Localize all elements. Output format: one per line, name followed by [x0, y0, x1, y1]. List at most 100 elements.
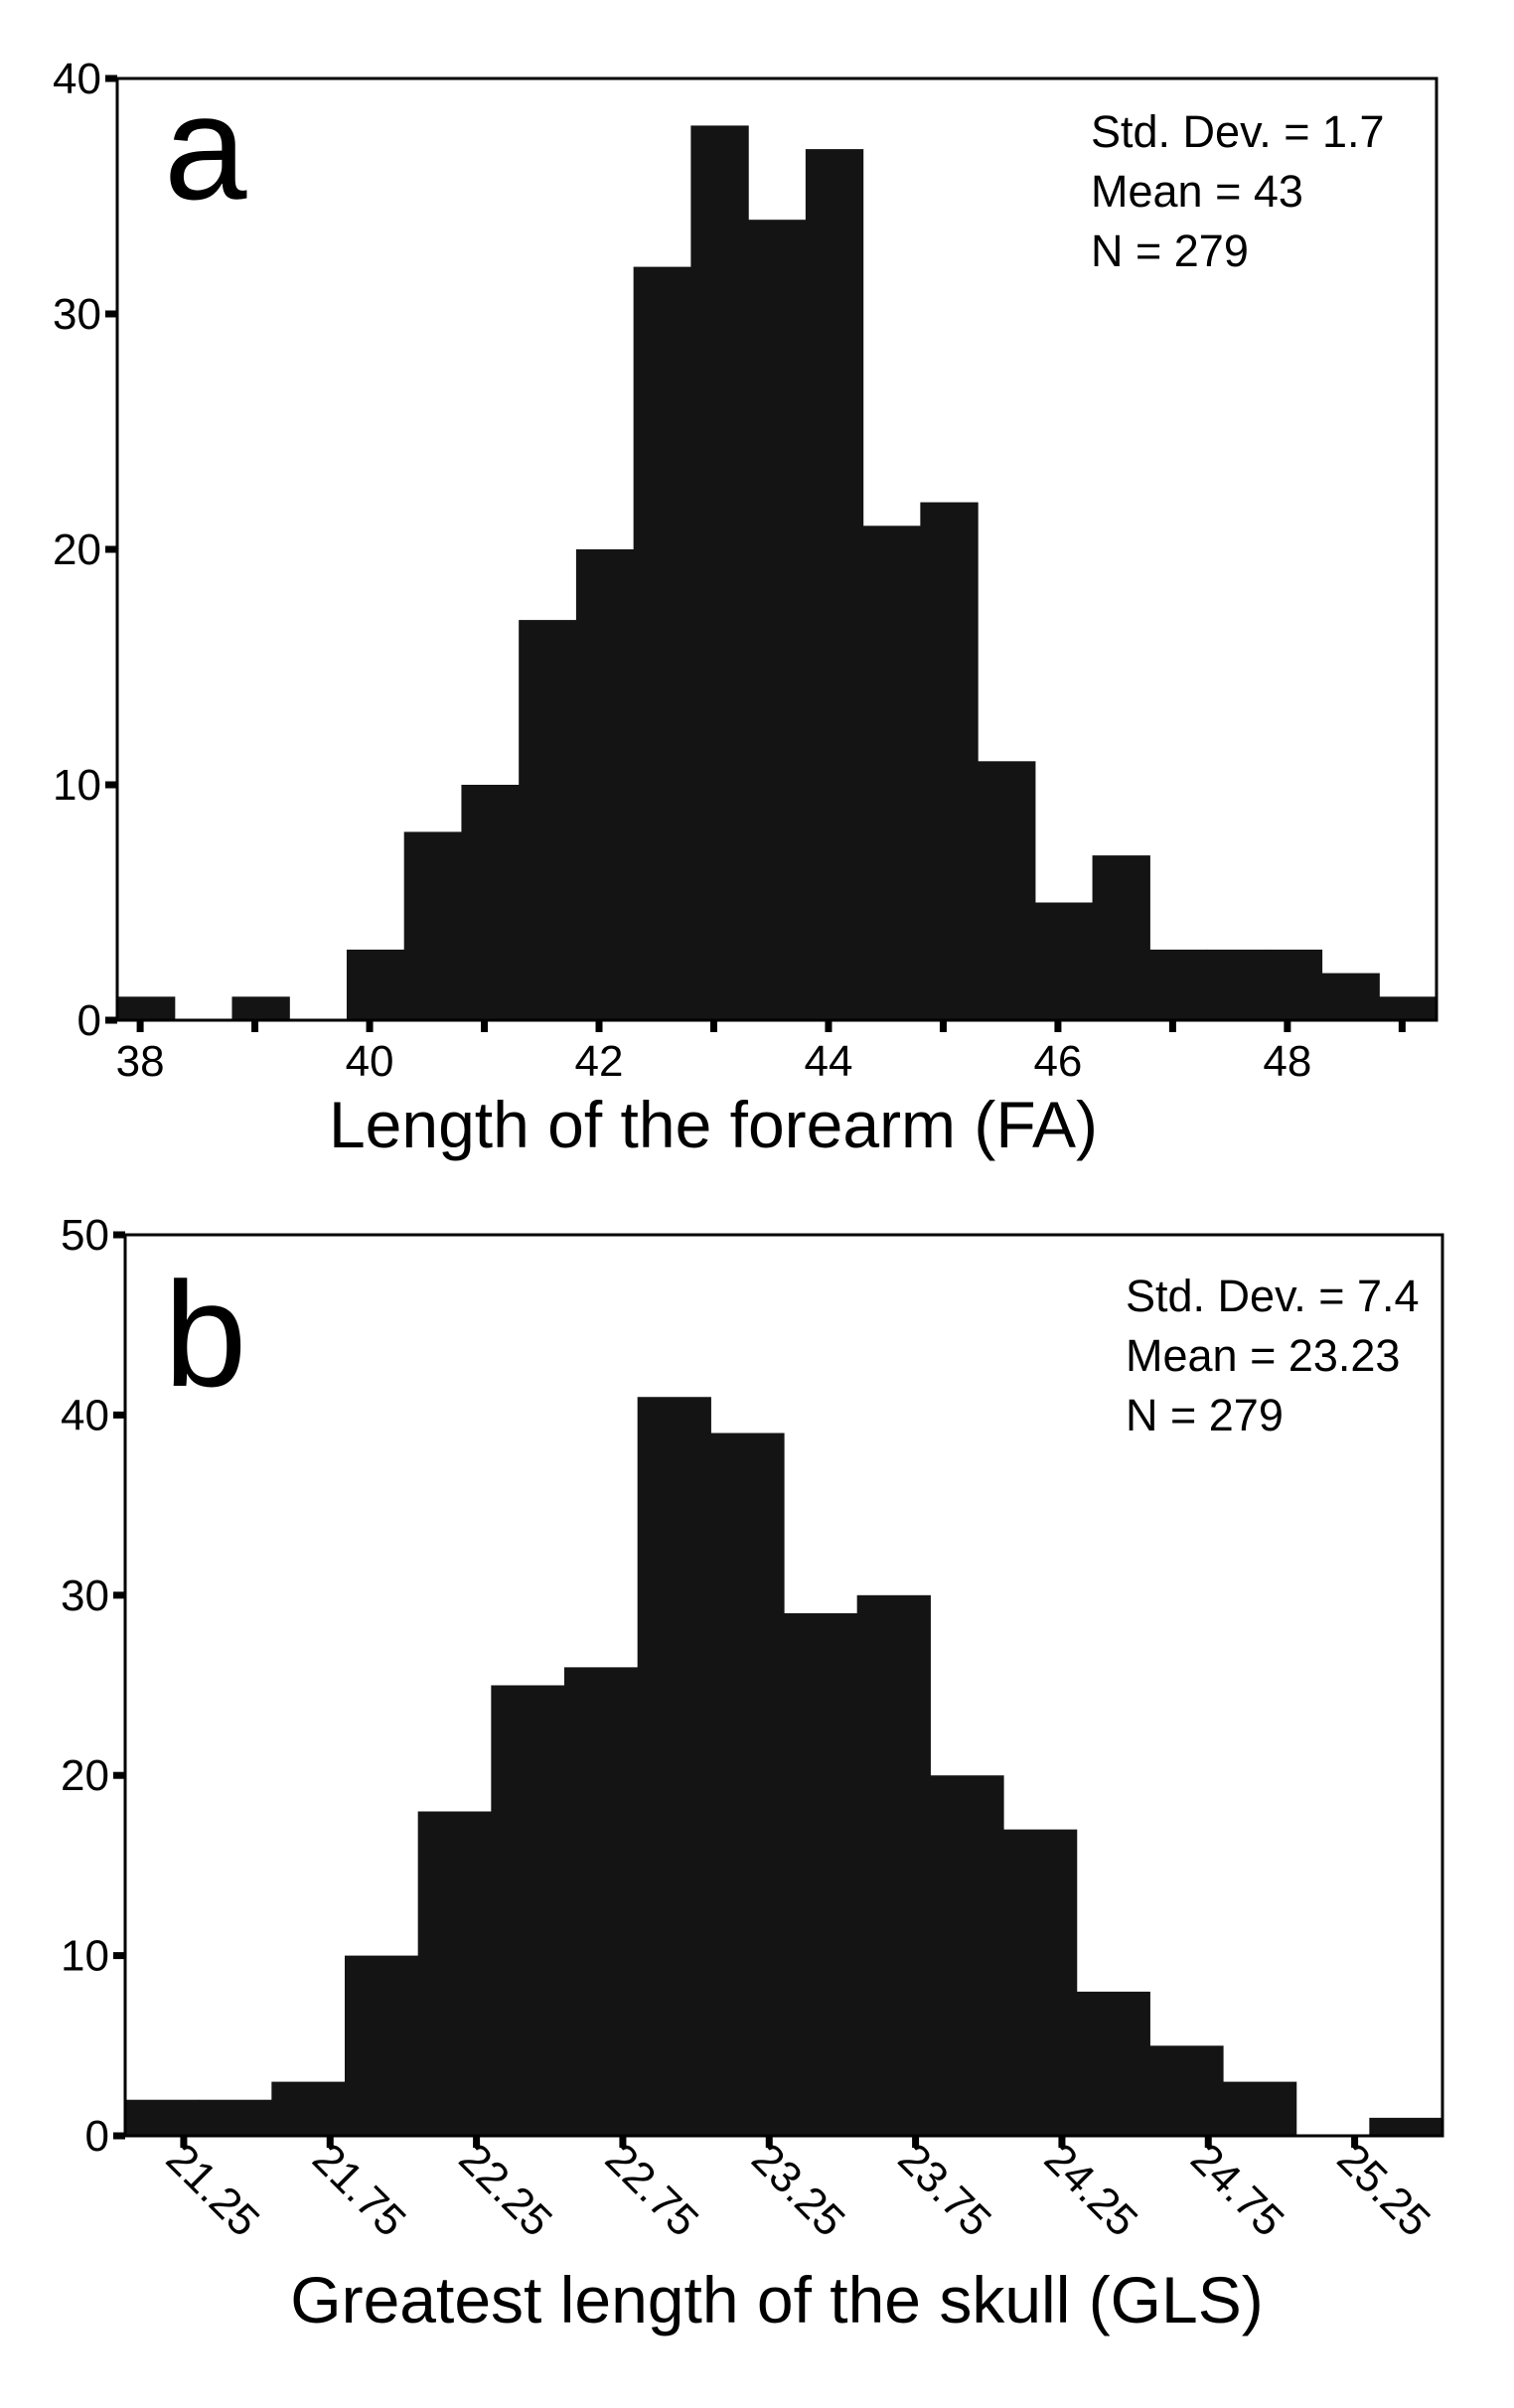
x-axis-title: Length of the forearm (FA)	[329, 1088, 1098, 1161]
x-tick-label: 22.75	[596, 2134, 708, 2246]
bars	[117, 125, 1438, 1021]
x-minor-tick	[251, 1020, 259, 1032]
x-tick	[473, 2136, 481, 2148]
histogram-bar	[346, 949, 405, 1020]
x-tick-label: 21.25	[157, 2134, 269, 2246]
histogram-bar	[856, 1594, 931, 2136]
histogram-bar	[1149, 949, 1208, 1020]
stats-annotation: Std. Dev. = 1.7	[1091, 106, 1385, 157]
x-tick-label: 25.25	[1328, 2134, 1440, 2246]
forearm-length-histogram: 0 10 20 30 40 38 40 42 44 46 48 Length of the forea…	[53, 55, 1438, 1161]
y-tick	[105, 75, 117, 82]
x-tick	[326, 2136, 334, 2148]
histogram-bar	[1264, 949, 1323, 1020]
y-tick-label: 30	[53, 290, 101, 339]
x-tick	[1054, 1020, 1062, 1032]
stats-annotation: N = 279	[1126, 1390, 1284, 1440]
y-tick-label: 0	[77, 996, 101, 1045]
histogram-bar	[633, 266, 691, 1021]
x-minor-tick	[709, 1020, 717, 1032]
y-tick-label: 10	[61, 1932, 109, 1981]
y-tick-label: 10	[53, 761, 101, 810]
histogram-bar	[1149, 2045, 1224, 2136]
x-tick	[619, 2136, 627, 2148]
bars	[125, 1397, 1443, 2136]
y-tick	[113, 1411, 125, 1419]
y-tick	[113, 1771, 125, 1779]
histogram-bar	[231, 996, 290, 1020]
y-tick	[105, 781, 117, 789]
histogram-bar	[519, 620, 577, 1020]
y-tick-label: 0	[85, 2112, 109, 2161]
y-tick	[113, 2132, 125, 2140]
x-tick	[1351, 2136, 1359, 2148]
histogram-bar	[1092, 855, 1150, 1020]
y-tick-label: 40	[53, 55, 101, 103]
y-tick-label: 20	[53, 526, 101, 574]
histogram-bar	[1034, 902, 1094, 1020]
x-tick-label: 23.25	[742, 2134, 854, 2246]
histogram-bar	[690, 125, 749, 1020]
x-tick-label: 22.25	[450, 2134, 562, 2246]
x-tick	[765, 2136, 773, 2148]
histogram-bar	[1076, 1991, 1150, 2136]
y-tick	[113, 1952, 125, 1960]
histogram-bar	[1207, 949, 1266, 1020]
skull-length-histogram: 0 10 20 30 40 50 21.25 21.75 22.25 22.75 23.25 23.7…	[61, 1211, 1444, 2336]
x-tick	[136, 1020, 144, 1032]
x-tick	[180, 2136, 188, 2148]
x-tick-label: 24.25	[1035, 2134, 1147, 2246]
y-tick-label: 20	[61, 1751, 109, 1800]
histogram-bar	[748, 220, 807, 1020]
stats-annotation: Std. Dev. = 7.4	[1126, 1271, 1420, 1321]
y-tick-label: 30	[61, 1572, 109, 1620]
histogram-bar	[125, 2099, 200, 2136]
histogram-bar	[345, 1955, 419, 2136]
x-minor-tick	[1168, 1020, 1176, 1032]
x-tick	[825, 1020, 833, 1032]
histogram-bar	[491, 1685, 565, 2136]
x-tick-label: 21.75	[303, 2134, 415, 2246]
panel-letter: a	[164, 64, 247, 230]
y-tick	[113, 1591, 125, 1599]
x-tick	[1284, 1020, 1291, 1032]
x-tick	[1204, 2136, 1212, 2148]
y-tick	[105, 545, 117, 553]
histogram-bar	[805, 149, 864, 1021]
stats-annotation: N = 279	[1091, 226, 1249, 276]
histogram-bar	[461, 785, 520, 1020]
histogram-bar	[637, 1397, 711, 2136]
histogram-bar	[1223, 2081, 1297, 2136]
histogram-bar	[198, 2099, 272, 2136]
x-tick-label: 42	[575, 1037, 624, 1086]
x-minor-tick	[939, 1020, 947, 1032]
x-tick-label: 44	[804, 1037, 852, 1086]
x-tick-label: 38	[116, 1037, 165, 1086]
x-tick-label: 23.75	[889, 2134, 1001, 2246]
x-tick	[366, 1020, 374, 1032]
histogram-bar	[1379, 996, 1438, 1020]
histogram-bar	[930, 1775, 1004, 2136]
y-tick	[105, 1016, 117, 1024]
x-tick	[595, 1020, 603, 1032]
histogram-bar	[117, 996, 176, 1020]
histogram-bar	[575, 549, 635, 1020]
histogram-bar	[1003, 1829, 1078, 2136]
x-axis-title: Greatest length of the skull (GLS)	[290, 2263, 1263, 2336]
x-tick-label: 40	[346, 1037, 394, 1086]
stats-annotation: Mean = 43	[1091, 166, 1303, 217]
histogram-bar	[564, 1667, 639, 2136]
histogram-bar	[1321, 973, 1380, 1020]
x-tick-label: 24.75	[1181, 2134, 1293, 2246]
stats-annotation: Mean = 23.23	[1126, 1330, 1400, 1381]
histogram-bar	[784, 1612, 858, 2136]
plot-frame	[123, 1233, 1444, 2138]
x-tick	[1058, 2136, 1066, 2148]
x-tick-label: 46	[1033, 1037, 1082, 1086]
x-minor-tick	[1398, 1020, 1406, 1032]
histogram-bar	[710, 1432, 785, 2136]
y-tick-label: 50	[61, 1211, 109, 1260]
histogram-bar	[978, 761, 1036, 1020]
histogram-bar	[417, 1811, 492, 2136]
